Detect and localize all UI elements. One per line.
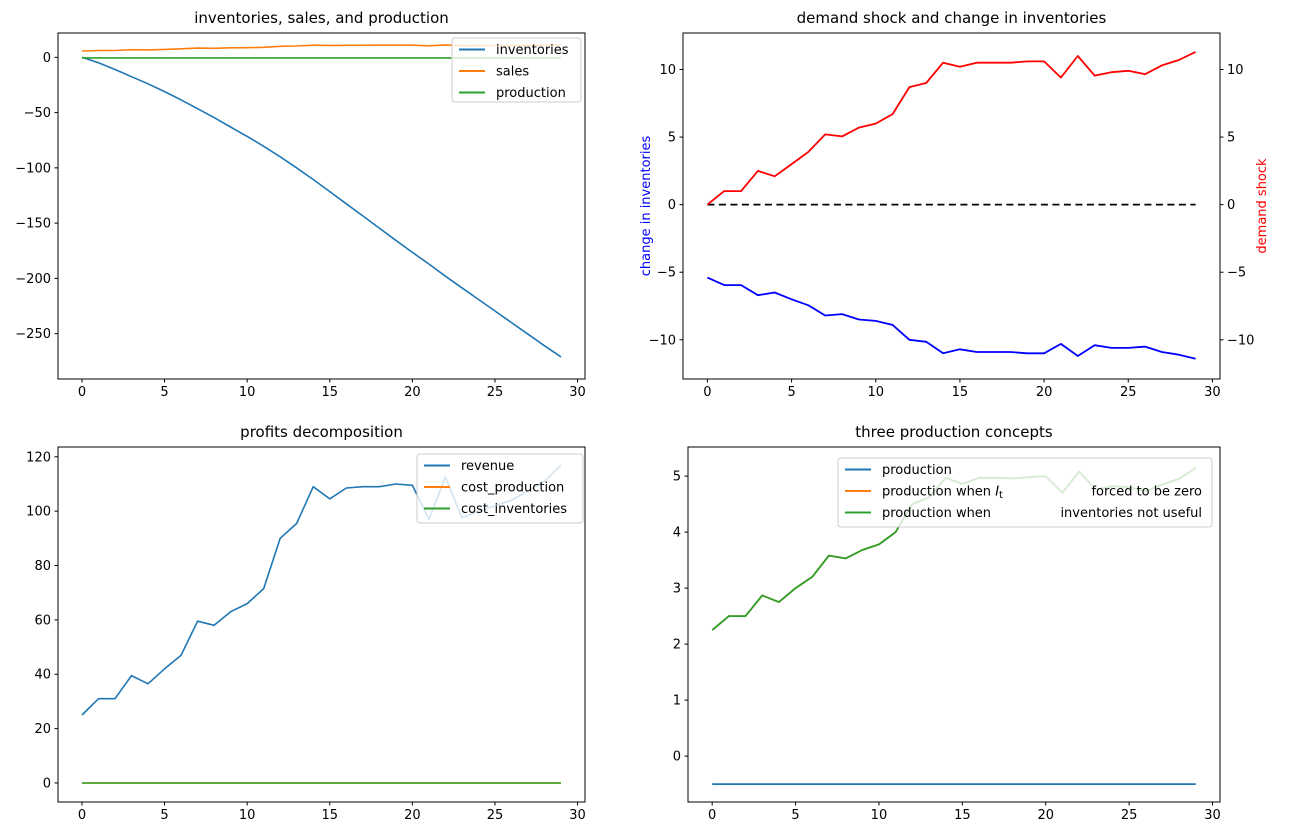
y-tick-label: 0 xyxy=(673,750,681,765)
y-tick-label: 1 xyxy=(673,694,681,709)
y-tick-label: 10 xyxy=(659,63,676,78)
x-tick-label: 10 xyxy=(867,385,884,400)
x-tick-label: 30 xyxy=(569,808,586,823)
y-axis-label-left: change in inventories xyxy=(639,136,654,277)
legend-label: production when It xyxy=(882,485,1003,502)
legend-label: production xyxy=(496,86,566,101)
right-y-tick-label: −5 xyxy=(1227,266,1246,281)
right-y-tick-label: 5 xyxy=(1227,131,1235,146)
y-tick-label: 20 xyxy=(34,722,51,737)
x-tick-label: 10 xyxy=(239,385,256,400)
x-tick-label: 0 xyxy=(703,385,711,400)
x-tick-label: 20 xyxy=(1036,385,1053,400)
legend-label: production when xyxy=(882,506,991,521)
y-tick-label: −250 xyxy=(15,327,51,342)
y-tick-label: 100 xyxy=(26,505,51,520)
legend-label: production xyxy=(882,463,952,478)
x-tick-label: 25 xyxy=(487,808,504,823)
y-tick-label: 5 xyxy=(668,131,676,146)
x-tick-label: 0 xyxy=(708,808,716,823)
y-tick-label: 0 xyxy=(43,51,51,66)
axes-frame xyxy=(687,446,1221,803)
y-tick-label: 2 xyxy=(673,638,681,653)
x-tick-label: 15 xyxy=(954,808,971,823)
axes-frame xyxy=(57,446,586,803)
x-tick-label: 25 xyxy=(1121,808,1138,823)
legend-label: inventories xyxy=(496,43,569,58)
legend-label: cost_inventories xyxy=(461,502,567,517)
series-line-inventories xyxy=(81,56,562,358)
y-tick-label: −200 xyxy=(15,272,51,287)
legend-label-right-part: forced to be zero xyxy=(1091,485,1202,500)
legend-label: cost_production xyxy=(461,481,564,496)
axes-frame xyxy=(57,32,586,380)
y-tick-label: −100 xyxy=(15,161,51,176)
x-tick-label: 0 xyxy=(78,808,86,823)
x-tick-label: 15 xyxy=(952,385,969,400)
right-y-tick-label: 10 xyxy=(1227,63,1244,78)
series-line-demand-shock xyxy=(706,51,1196,206)
x-tick-label: 25 xyxy=(1120,385,1137,400)
x-tick-label: 5 xyxy=(160,385,168,400)
legend-box xyxy=(451,37,582,103)
x-tick-label: 30 xyxy=(1204,808,1221,823)
chart-profits-decomposition: profits decomposition 0 5 10 15 20 25 30 0 20 40 60… xyxy=(26,423,586,823)
x-tick-label: 10 xyxy=(871,808,888,823)
y-tick-label: −150 xyxy=(15,217,51,232)
chart-demand-shock-and-change-in-inventories: demand shock and change in inventories 0 5… xyxy=(639,9,1270,400)
x-tick-label: 5 xyxy=(791,808,799,823)
y-tick-label: 4 xyxy=(673,526,681,541)
y-tick-label: 3 xyxy=(673,582,681,597)
x-tick-label: 20 xyxy=(404,808,421,823)
x-tick-label: 0 xyxy=(78,385,86,400)
y-tick-label: −5 xyxy=(657,266,676,281)
x-tick-label: 20 xyxy=(404,385,421,400)
chart-title: inventories, sales, and production xyxy=(194,9,449,27)
y-tick-label: 0 xyxy=(43,776,51,791)
x-tick-label: 30 xyxy=(569,385,586,400)
y-axis-label-right: demand shock xyxy=(1255,158,1270,254)
legend-label-right-part: inventories not useful xyxy=(1060,506,1202,521)
series-line-change-in-inventories xyxy=(707,276,1196,360)
x-tick-label: 15 xyxy=(321,385,338,400)
y-tick-label: 60 xyxy=(34,613,51,628)
chart-title: three production concepts xyxy=(855,423,1053,441)
x-tick-label: 5 xyxy=(160,808,168,823)
x-tick-label: 30 xyxy=(1204,385,1221,400)
x-tick-label: 10 xyxy=(239,808,256,823)
legend-box xyxy=(837,457,1213,528)
y-tick-label: −50 xyxy=(24,106,51,121)
chart-inventories-sales-production: inventories, sales, and production 0 5 10 15… xyxy=(15,9,586,400)
right-y-tick-label: −10 xyxy=(1227,333,1254,348)
legend-box xyxy=(416,453,584,524)
y-tick-label: 120 xyxy=(26,450,51,465)
legend-label: revenue xyxy=(461,459,514,474)
x-tick-label: 15 xyxy=(321,808,338,823)
x-tick-label: 25 xyxy=(487,385,504,400)
x-tick-label: 5 xyxy=(787,385,795,400)
chart-title: profits decomposition xyxy=(240,423,403,441)
y-tick-label: 5 xyxy=(673,470,681,485)
x-tick-label: 20 xyxy=(1037,808,1054,823)
chart-title: demand shock and change in inventories xyxy=(797,9,1107,27)
y-tick-label: −10 xyxy=(649,333,676,348)
y-tick-label: 80 xyxy=(34,559,51,574)
right-y-tick-label: 0 xyxy=(1227,198,1235,213)
y-tick-label: 40 xyxy=(34,668,51,683)
y-tick-label: 0 xyxy=(668,198,676,213)
legend-label: sales xyxy=(496,65,529,80)
axes-frame xyxy=(682,32,1221,380)
